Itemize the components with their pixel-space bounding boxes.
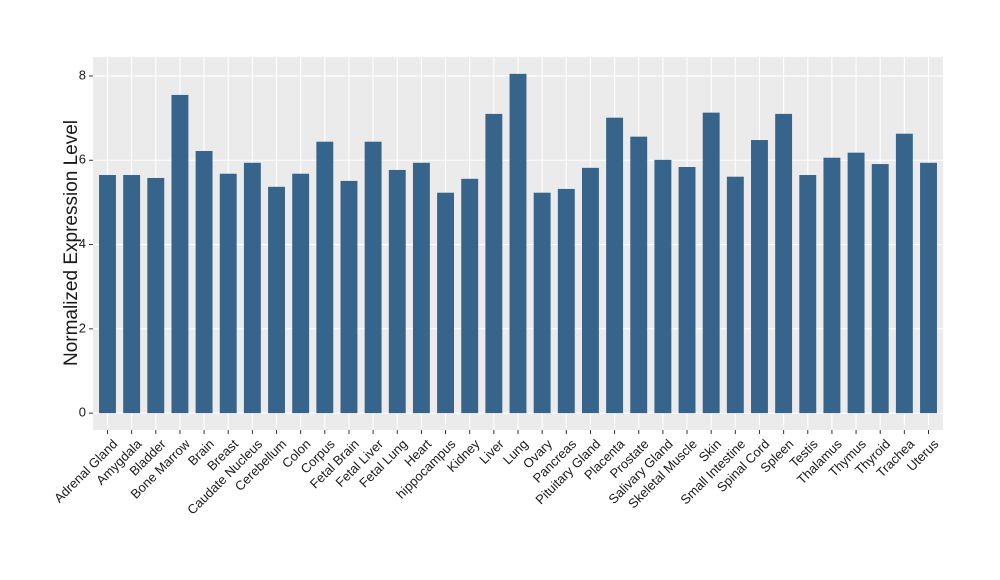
bar (219, 173, 237, 414)
bar (316, 141, 334, 414)
bar (702, 112, 720, 414)
bar (195, 150, 213, 414)
bar (751, 140, 768, 414)
bar (654, 159, 672, 414)
bar (775, 113, 793, 414)
bar (871, 164, 889, 414)
bar (799, 175, 817, 414)
bar (581, 167, 599, 414)
y-tick-label: 2 (79, 320, 86, 335)
bar (292, 173, 310, 414)
bar (340, 180, 358, 414)
bar (123, 175, 141, 414)
bar (268, 186, 285, 414)
bar (726, 176, 744, 414)
y-tick-label: 6 (79, 152, 86, 167)
bar (147, 177, 165, 414)
bar (678, 167, 696, 414)
bar (509, 73, 527, 414)
bar (557, 188, 575, 414)
bar (920, 162, 937, 414)
bar (606, 117, 624, 414)
x-tick-label: Liver (476, 436, 507, 467)
y-tick-label: 8 (79, 67, 86, 82)
bar (823, 157, 841, 414)
bar (461, 178, 479, 414)
y-tick-label: 4 (79, 236, 86, 251)
y-axis-label: Normalized Expression Level (61, 120, 82, 366)
bar (630, 136, 648, 414)
bar (243, 162, 261, 414)
bar (412, 162, 430, 414)
bar (388, 169, 406, 414)
bar (895, 133, 913, 414)
bar (171, 94, 189, 414)
bar (533, 192, 551, 414)
bar (364, 141, 382, 414)
bar (847, 152, 865, 414)
y-tick-label: 0 (79, 405, 86, 420)
bar (99, 175, 116, 414)
bar (485, 113, 503, 414)
bar (437, 192, 455, 414)
